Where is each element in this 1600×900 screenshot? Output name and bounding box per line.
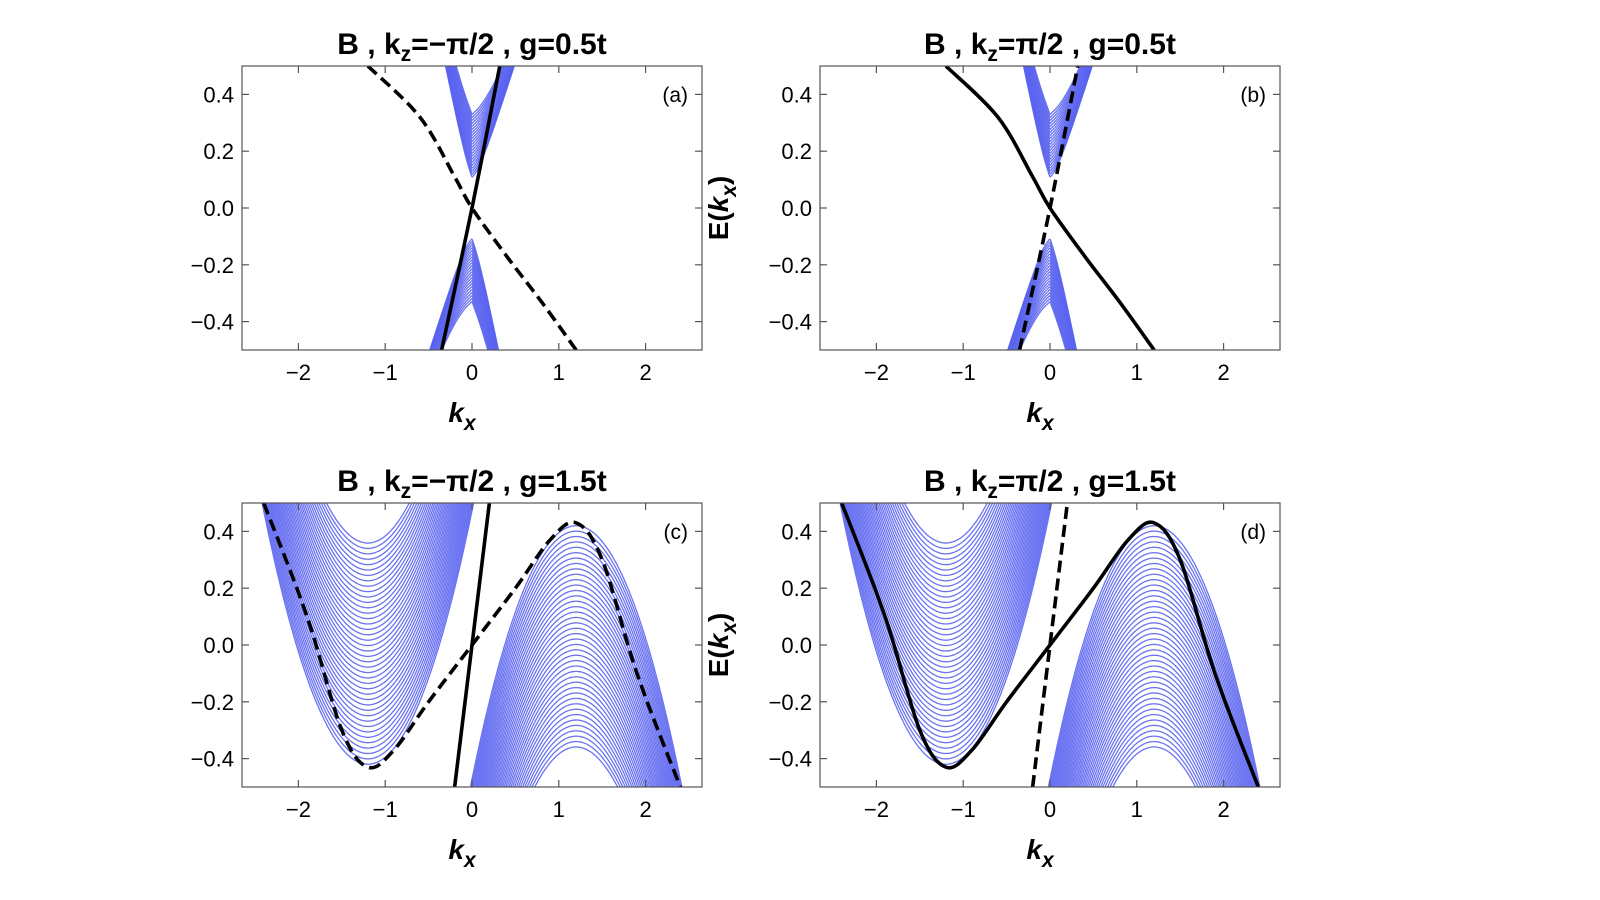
panel-label-c: (c): [664, 521, 689, 544]
panel-label-a: (a): [662, 84, 688, 107]
x-axis-label-b: kx: [1026, 397, 1055, 435]
xtick-label-b-4: 2: [1217, 360, 1229, 385]
xtick-label-b-1: −1: [951, 360, 976, 385]
ytick-label-c-0: 0.4: [203, 519, 234, 544]
ytick-label-d-2: 0.0: [781, 633, 812, 658]
ytick-label-d-3: −0.2: [769, 690, 812, 715]
ytick-label-d-1: 0.2: [781, 576, 812, 601]
xtick-label-c-3: 1: [553, 797, 565, 822]
chart-title-a: B , kz=−π/2 , g=0.5t: [337, 28, 606, 66]
x-axis-label-c: kx: [448, 834, 477, 872]
ytick-label-b-4: −0.4: [769, 310, 812, 335]
band-upper-a-1: [333, 0, 611, 174]
band-upper-a-9: [333, 0, 611, 150]
bulk-bands-b: [911, 0, 1189, 900]
band-upper-b-16: [911, 0, 1189, 129]
xtick-label-d-2: 0: [1044, 797, 1056, 822]
ytick-label-b-3: −0.2: [769, 253, 812, 278]
xtick-label-b-3: 1: [1131, 360, 1143, 385]
band-upper-b-18: [911, 0, 1189, 123]
bulk-bands-a: [333, 0, 611, 900]
ytick-label-a-1: 0.2: [203, 139, 234, 164]
ytick-label-c-3: −0.2: [191, 690, 234, 715]
band-upper-b-2: [911, 0, 1189, 171]
edge-line-b-1-solid: [946, 66, 1154, 350]
band-right-d-5: [1024, 553, 1274, 873]
y-axis-label-b: E(kx): [703, 176, 741, 241]
xtick-label-d-3: 1: [1131, 797, 1143, 822]
xtick-label-a-3: 1: [553, 360, 565, 385]
chart-title-c: B , kz=−π/2 , g=1.5t: [337, 465, 606, 503]
xtick-label-d-1: −1: [951, 797, 976, 822]
band-upper-a-2: [333, 0, 611, 171]
xtick-label-c-2: 0: [466, 797, 478, 822]
ytick-label-b-1: 0.2: [781, 139, 812, 164]
xtick-label-a-2: 0: [466, 360, 478, 385]
panel-label-b: (b): [1240, 84, 1266, 107]
ytick-label-c-2: 0.0: [203, 633, 234, 658]
ytick-label-c-1: 0.2: [203, 576, 234, 601]
ytick-label-a-2: 0.0: [203, 196, 234, 221]
band-upper-b-1: [911, 0, 1189, 174]
panel-label-d: (d): [1240, 521, 1266, 544]
xtick-label-c-4: 2: [639, 797, 651, 822]
xtick-label-b-2: 0: [1044, 360, 1056, 385]
ytick-label-a-0: 0.4: [203, 82, 234, 107]
band-upper-a-18: [333, 0, 611, 123]
xtick-label-a-0: −2: [286, 360, 311, 385]
edge-line-a-0-solid: [442, 66, 500, 350]
band-upper-b-17: [911, 0, 1189, 126]
ytick-label-b-0: 0.4: [781, 82, 812, 107]
band-upper-a-16: [333, 0, 611, 129]
edge-states-a: [368, 66, 576, 350]
ytick-label-a-4: −0.4: [191, 310, 234, 335]
chart-title-d: B , kz=π/2 , g=1.5t: [924, 465, 1176, 503]
band-upper-b-8: [911, 0, 1189, 153]
ytick-label-b-2: 0.0: [781, 196, 812, 221]
panel-c: −2 −1 0 1 2 0.4 0.2 0.0 −0.2 −0.4 (c) B , kz=−π/2 ,…: [191, 417, 702, 873]
x-axis-label-a: kx: [448, 397, 477, 435]
xtick-label-d-4: 2: [1217, 797, 1229, 822]
edge-states-b: [946, 66, 1154, 350]
ytick-label-d-4: −0.4: [769, 747, 812, 772]
y-axis-label-d: E(kx): [703, 613, 741, 678]
xtick-label-a-4: 2: [639, 360, 651, 385]
xtick-label-c-0: −2: [286, 797, 311, 822]
xtick-label-a-1: −1: [373, 360, 398, 385]
band-upper-a-8: [333, 0, 611, 153]
band-right-c-5: [446, 553, 696, 873]
xtick-label-b-0: −2: [864, 360, 889, 385]
chart-title-b: B , kz=π/2 , g=0.5t: [924, 28, 1176, 66]
ytick-label-d-0: 0.4: [781, 519, 812, 544]
ytick-label-a-3: −0.2: [191, 253, 234, 278]
band-upper-a-17: [333, 0, 611, 126]
panel-d: −2 −1 0 1 2 0.4 0.2 0.0 −0.2 −0.4 (d) B , kz=π/2 , …: [703, 417, 1280, 873]
xtick-label-d-0: −2: [864, 797, 889, 822]
xtick-label-c-1: −1: [373, 797, 398, 822]
x-axis-label-d: kx: [1026, 834, 1055, 872]
band-upper-b-9: [911, 0, 1189, 150]
ytick-label-c-4: −0.4: [191, 747, 234, 772]
